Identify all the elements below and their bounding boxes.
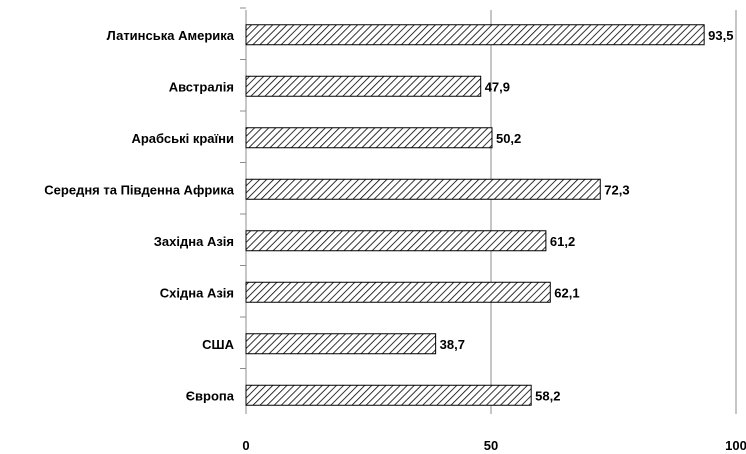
bar-5 [245,281,551,303]
value-label-5: 62,1 [554,285,579,300]
value-label-2: 50,2 [496,131,521,146]
bar-0 [245,24,705,46]
value-label-4: 61,2 [550,234,575,249]
gridlines [490,10,737,414]
value-label-0: 93,5 [708,28,733,43]
x-tick-label-100: 100 [725,438,746,453]
bar-1 [245,75,482,97]
x-tick-label-50: 50 [484,438,498,453]
category-label-6: США [202,337,234,352]
category-label-5: Східна Азія [160,285,234,300]
category-label-7: Європа [186,388,235,403]
category-label-3: Середня та Південна Африка [44,182,234,197]
bar-3 [245,178,601,200]
value-label-1: 47,9 [485,79,510,94]
x-tick-label-0: 0 [242,438,249,453]
bar-7 [245,384,532,406]
value-label-3: 72,3 [604,182,629,197]
axes [240,7,247,414]
category-labels: Латинська Америка Австралія Арабські країн… [44,28,234,404]
category-label-1: Австралія [169,79,234,94]
value-label-7: 58,2 [535,388,560,403]
bar-6 [245,333,437,355]
bar-4 [245,230,547,252]
bar-2 [245,127,493,149]
value-label-6: 38,7 [440,337,465,352]
x-tick-labels: 0 50 100 [242,438,746,453]
category-label-4: Західна Азія [154,234,234,249]
category-label-0: Латинська Америка [107,28,235,43]
value-labels: 93,5 47,9 50,2 72,3 61,2 62,1 38,7 58,2 [440,28,734,404]
category-label-2: Арабські країни [131,131,234,146]
bars [245,24,705,406]
